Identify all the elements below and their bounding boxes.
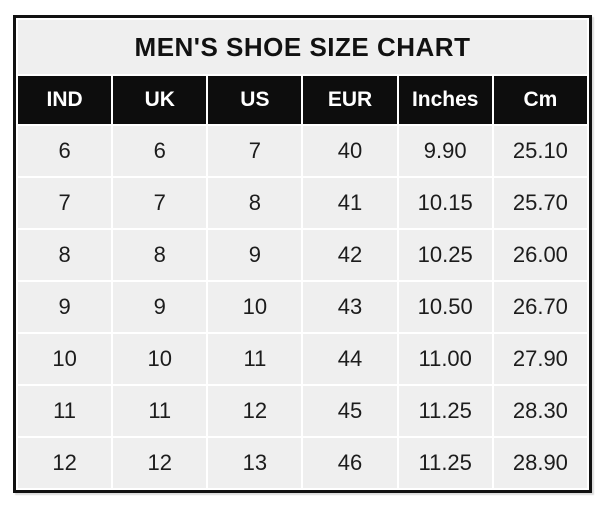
header-row: IND UK US EUR Inches Cm bbox=[18, 76, 587, 124]
table-cell: 43 bbox=[303, 282, 397, 332]
table-cell: 44 bbox=[303, 334, 397, 384]
table-cell: 28.30 bbox=[493, 386, 587, 436]
table-cell: 10 bbox=[208, 282, 302, 332]
table-cell: 41 bbox=[303, 178, 397, 228]
table-row: 10 10 11 44 11.00 27.90 bbox=[18, 334, 587, 384]
column-header-ind: IND bbox=[18, 76, 112, 124]
table-row: 12 12 13 46 11.25 28.90 bbox=[18, 438, 587, 488]
table-cell: 10.50 bbox=[398, 282, 492, 332]
table-cell: 26.70 bbox=[493, 282, 587, 332]
table-cell: 13 bbox=[208, 438, 302, 488]
table-cell: 10 bbox=[113, 334, 207, 384]
table-cell: 8 bbox=[18, 230, 112, 280]
table-cell: 25.70 bbox=[493, 178, 587, 228]
table-cell: 9 bbox=[113, 282, 207, 332]
table-cell: 6 bbox=[113, 126, 207, 176]
table-cell: 6 bbox=[18, 126, 112, 176]
table-cell: 46 bbox=[303, 438, 397, 488]
column-header-uk: UK bbox=[113, 76, 207, 124]
column-header-us: US bbox=[208, 76, 302, 124]
table-cell: 11 bbox=[113, 386, 207, 436]
table-title: MEN'S SHOE SIZE CHART bbox=[18, 20, 587, 74]
column-header-cm: Cm bbox=[493, 76, 587, 124]
table-cell: 11.00 bbox=[398, 334, 492, 384]
column-header-eur: EUR bbox=[303, 76, 397, 124]
table-cell: 12 bbox=[113, 438, 207, 488]
table-cell: 8 bbox=[208, 178, 302, 228]
table-cell: 7 bbox=[208, 126, 302, 176]
table-cell: 8 bbox=[113, 230, 207, 280]
table-cell: 7 bbox=[18, 178, 112, 228]
column-header-inches: Inches bbox=[398, 76, 492, 124]
table-cell: 10 bbox=[18, 334, 112, 384]
table-cell: 26.00 bbox=[493, 230, 587, 280]
table-cell: 10.25 bbox=[398, 230, 492, 280]
table-row: 7 7 8 41 10.15 25.70 bbox=[18, 178, 587, 228]
table-cell: 28.90 bbox=[493, 438, 587, 488]
shoe-size-table: MEN'S SHOE SIZE CHART IND UK US EUR Inches Cm… bbox=[16, 18, 589, 490]
table-cell: 12 bbox=[208, 386, 302, 436]
table-cell: 9 bbox=[18, 282, 112, 332]
table-cell: 7 bbox=[113, 178, 207, 228]
title-row: MEN'S SHOE SIZE CHART bbox=[18, 20, 587, 74]
table-head: MEN'S SHOE SIZE CHART IND UK US EUR Inches Cm bbox=[18, 20, 587, 124]
table-cell: 27.90 bbox=[493, 334, 587, 384]
table-cell: 11.25 bbox=[398, 438, 492, 488]
table-cell: 11 bbox=[18, 386, 112, 436]
table-cell: 12 bbox=[18, 438, 112, 488]
table-cell: 42 bbox=[303, 230, 397, 280]
shoe-size-chart-frame: MEN'S SHOE SIZE CHART IND UK US EUR Inches Cm… bbox=[13, 15, 592, 493]
table-cell: 40 bbox=[303, 126, 397, 176]
table-body: 6 6 7 40 9.90 25.10 7 7 8 41 10.15 25.70 8 8 9 42 10.25 2… bbox=[18, 126, 587, 488]
table-row: 11 11 12 45 11.25 28.30 bbox=[18, 386, 587, 436]
table-cell: 25.10 bbox=[493, 126, 587, 176]
table-row: 8 8 9 42 10.25 26.00 bbox=[18, 230, 587, 280]
table-cell: 9.90 bbox=[398, 126, 492, 176]
table-row: 9 9 10 43 10.50 26.70 bbox=[18, 282, 587, 332]
table-cell: 10.15 bbox=[398, 178, 492, 228]
table-row: 6 6 7 40 9.90 25.10 bbox=[18, 126, 587, 176]
table-cell: 11.25 bbox=[398, 386, 492, 436]
table-cell: 9 bbox=[208, 230, 302, 280]
table-cell: 11 bbox=[208, 334, 302, 384]
table-cell: 45 bbox=[303, 386, 397, 436]
